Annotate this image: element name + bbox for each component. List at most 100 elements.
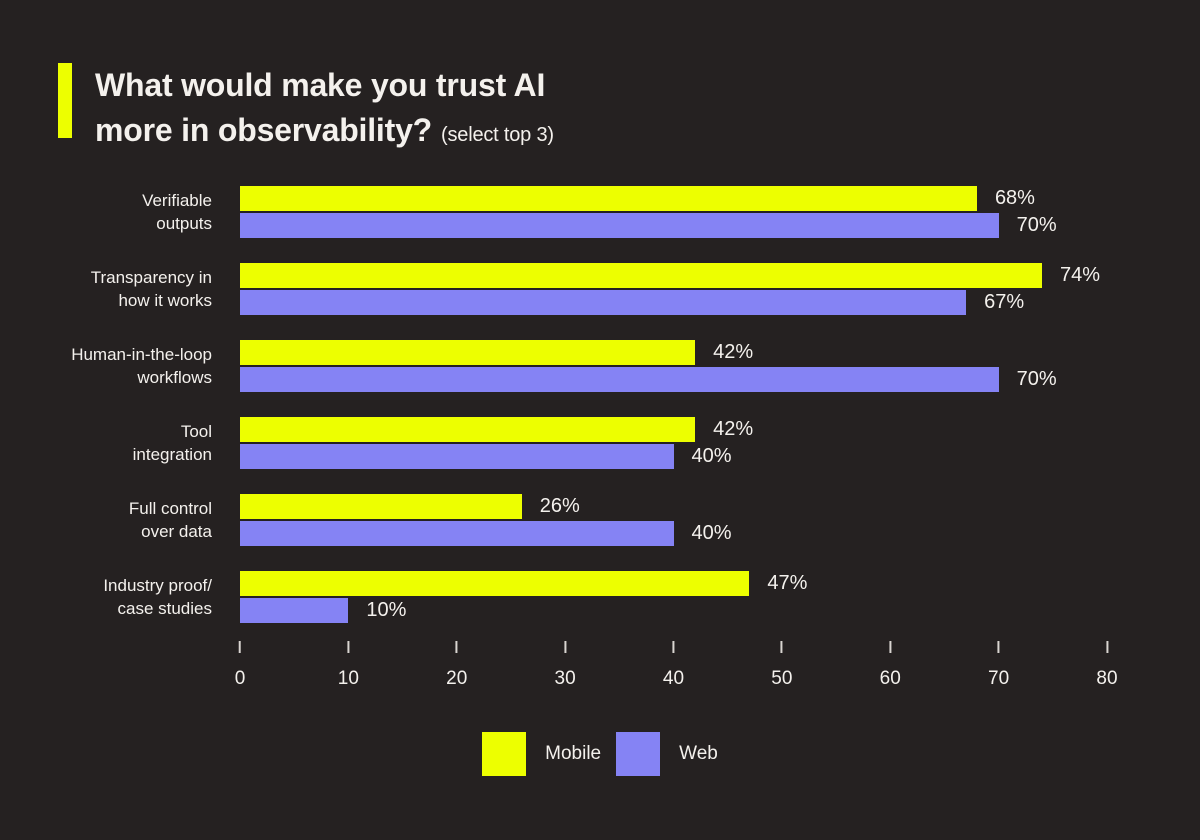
- axis-tick: 80: [1096, 641, 1118, 690]
- axis-tick-label: 70: [988, 668, 1010, 689]
- category-label: Transparency in how it works: [60, 263, 212, 315]
- category-label-line: Industry proof/: [103, 576, 212, 595]
- bar-mobile: [240, 263, 1042, 288]
- category-label: Verifiable outputs: [60, 186, 212, 238]
- axis-tick-label: 40: [662, 668, 685, 689]
- value-label: 40%: [691, 522, 732, 544]
- category-label-line: Transparency in: [90, 268, 212, 287]
- axis-tick-mark: [455, 641, 458, 653]
- axis-tick: 20: [446, 641, 467, 690]
- category-label-line: integration: [132, 445, 212, 464]
- axis-tick-label: 80: [1096, 668, 1118, 689]
- axis-tick-label: 30: [554, 668, 576, 689]
- bar-line-mobile: 26%: [240, 494, 1107, 519]
- axis-tick-mark: [238, 641, 241, 653]
- chart-legend: Mobile Web: [0, 732, 1200, 776]
- axis-tick-label: 10: [337, 668, 359, 689]
- bar-web: [240, 290, 967, 315]
- category-label-line: Human-in-the-loop: [71, 345, 212, 364]
- title-accent-bar: [58, 63, 72, 138]
- legend-swatch-web: [616, 732, 661, 776]
- bar-line-mobile: 74%: [240, 263, 1107, 288]
- category-label-line: case studies: [117, 599, 213, 618]
- category-label: Tool integration: [60, 417, 212, 469]
- chart-row: Industry proof/case studies 47% 10%: [60, 571, 1107, 623]
- value-label: 67%: [984, 291, 1025, 313]
- value-label: 10%: [366, 599, 407, 621]
- bar-web: [240, 598, 349, 623]
- category-label-line: Tool: [180, 422, 212, 441]
- category-label-line: over data: [141, 522, 212, 541]
- axis-tick-mark: [347, 641, 350, 653]
- axis-tick: 70: [988, 641, 1009, 690]
- axis-tick: 60: [880, 641, 901, 690]
- bar-line-web: 40%: [240, 521, 1107, 546]
- axis-tick-mark: [889, 641, 892, 653]
- bar-group: 74% 67%: [240, 263, 1107, 315]
- category-label-line: outputs: [156, 214, 212, 233]
- axis-tick-label: 60: [879, 668, 901, 689]
- legend-label-mobile: Mobile: [545, 743, 602, 764]
- value-label: 68%: [994, 187, 1035, 209]
- category-label: Industry proof/case studies: [60, 571, 212, 623]
- bar-mobile: [240, 186, 977, 211]
- value-label: 70%: [1016, 214, 1057, 236]
- bar-group: 42% 40%: [240, 417, 1107, 469]
- axis-tick-label: 20: [446, 668, 468, 689]
- chart-row: Verifiable outputs 68% 70%: [60, 186, 1107, 238]
- value-label: 42%: [713, 341, 754, 363]
- category-label-line: Verifiable: [142, 191, 212, 210]
- title-line-2: more in observability?: [95, 112, 433, 148]
- value-label: 74%: [1059, 264, 1100, 286]
- title-line-1: What would make you trust AI: [95, 67, 546, 103]
- chart-row: Full control over data 26% 40%: [60, 494, 1107, 546]
- axis-tick: 40: [663, 641, 684, 690]
- chart-header: What would make you trust AI more in obs…: [58, 63, 554, 158]
- bar-line-web: 70%: [240, 213, 1107, 238]
- bar-group: 68% 70%: [240, 186, 1107, 238]
- axis-tick: 50: [771, 641, 792, 690]
- bar-web: [240, 521, 674, 546]
- category-label-line: Full control: [128, 499, 212, 518]
- bar-mobile: [240, 417, 696, 442]
- axis-tick-mark: [997, 641, 1000, 653]
- axis-tick-label: 0: [234, 668, 246, 689]
- category-label-line: workflows: [137, 368, 212, 387]
- axis-tick: 30: [555, 641, 576, 690]
- value-label: 40%: [691, 445, 732, 467]
- bar-line-web: 40%: [240, 444, 1107, 469]
- bar-mobile: [240, 494, 522, 519]
- category-label: Full control over data: [60, 494, 212, 546]
- bar-group: 26% 40%: [240, 494, 1107, 546]
- chart-row: Tool integration 42% 40%: [60, 417, 1107, 469]
- bar-mobile: [240, 340, 696, 365]
- title-line-2-wrap: more in observability? (select top 3): [95, 108, 554, 158]
- bar-line-mobile: 42%: [240, 340, 1107, 365]
- bar-web: [240, 213, 999, 238]
- value-label: 47%: [767, 572, 808, 594]
- axis-tick-mark: [672, 641, 675, 653]
- page-title: What would make you trust AI more in obs…: [95, 63, 554, 158]
- legend-item-web: Web: [616, 732, 718, 776]
- bar-chart-rows: Verifiable outputs 68% 70% Transparency in ho…: [60, 186, 1107, 623]
- chart-row: Transparency in how it works 74% 67%: [60, 263, 1107, 315]
- axis-tick-label: 50: [771, 668, 793, 689]
- axis-tick: 0: [234, 641, 246, 690]
- category-label-line: how it works: [118, 291, 212, 310]
- chart-row: Human-in-the-loop workflows 42% 70%: [60, 340, 1107, 392]
- axis-tick-mark: [1105, 641, 1108, 653]
- bar-line-web: 70%: [240, 367, 1107, 392]
- bar-line-mobile: 68%: [240, 186, 1107, 211]
- value-label: 26%: [539, 495, 580, 517]
- axis-tick: 10: [338, 641, 359, 690]
- bar-line-web: 67%: [240, 290, 1107, 315]
- legend-label-web: Web: [679, 743, 718, 764]
- value-label: 70%: [1016, 368, 1057, 390]
- axis-tick-mark: [780, 641, 783, 653]
- bar-line-mobile: 47%: [240, 571, 1107, 596]
- value-label: 42%: [713, 418, 754, 440]
- bar-line-web: 10%: [240, 598, 1107, 623]
- bar-mobile: [240, 571, 750, 596]
- x-axis: 0 10 20 30 40 50 60 70 80: [235, 641, 1118, 701]
